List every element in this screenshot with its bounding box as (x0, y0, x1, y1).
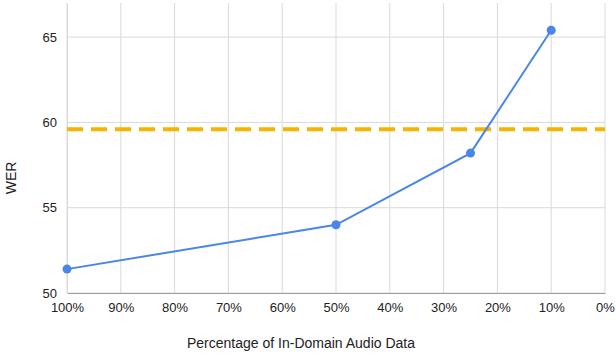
grid-line-x (336, 3, 337, 293)
grid-line-x (443, 3, 444, 293)
y-tick-label: 60 (43, 115, 57, 130)
x-tick-label: 30% (431, 300, 457, 315)
x-tick: 10% (539, 293, 565, 315)
x-axis: 100% 90% 80% 70% 60% 50% 40% 30% 20% 10% 0% (51, 293, 615, 315)
series-point (332, 220, 341, 229)
x-tick-label: 60% (270, 300, 296, 315)
grid-line-x (67, 3, 68, 293)
y-axis-line (67, 4, 68, 294)
grid-line-x (551, 3, 552, 293)
x-tick-label: 0% (596, 300, 615, 315)
grid-line-x (228, 3, 229, 293)
x-tick: 50% (323, 293, 349, 315)
y-axis-title: WER (3, 162, 19, 195)
x-tick: 0% (596, 293, 615, 315)
grid-line-y (67, 37, 605, 38)
y-tick: 55 (43, 200, 67, 215)
x-tick-label: 100% (51, 300, 85, 315)
x-axis-title: Percentage of In-Domain Audio Data (187, 335, 415, 351)
x-tick: 80% (162, 293, 188, 315)
grid-line-x (497, 3, 498, 293)
y-tick-label: 65 (43, 30, 57, 45)
y-tick: 50 (43, 286, 67, 301)
grid-line-x (282, 3, 283, 293)
x-tick-label: 80% (162, 300, 188, 315)
reference-line (67, 127, 605, 131)
chart: 100% 90% 80% 70% 60% 50% 40% 30% 20% 10% 0% 50 55 60 6… (0, 0, 616, 354)
y-tick: 65 (43, 30, 67, 45)
x-tick: 90% (108, 293, 134, 315)
x-tick-label: 40% (377, 300, 403, 315)
x-tick: 60% (270, 293, 296, 315)
y-tick-label: 55 (43, 200, 57, 215)
y-tick: 60 (43, 115, 67, 130)
x-tick: 70% (216, 293, 242, 315)
series-line (67, 30, 551, 269)
series-point (466, 149, 475, 158)
x-tick-label: 20% (485, 300, 511, 315)
grid-line-y (67, 207, 605, 208)
grid-line-y (67, 293, 605, 294)
y-axis: 50 55 60 65 (43, 4, 68, 301)
series-point (63, 265, 72, 274)
x-tick: 20% (485, 293, 511, 315)
x-tick: 30% (431, 293, 457, 315)
x-tick-label: 50% (323, 300, 349, 315)
grid-line-x (389, 3, 390, 293)
marks (63, 26, 606, 274)
x-tick: 40% (377, 293, 403, 315)
x-axis-line (68, 293, 606, 294)
x-tick-label: 10% (539, 300, 565, 315)
grid (67, 3, 605, 293)
x-tick-label: 70% (216, 300, 242, 315)
plot-area: 100% 90% 80% 70% 60% 50% 40% 30% 20% 10% 0% 50 55 60 6… (43, 3, 616, 315)
grid-line-y (67, 122, 605, 123)
grid-line-x (174, 3, 175, 293)
series-point (547, 26, 556, 35)
x-tick-label: 90% (108, 300, 134, 315)
grid-line-x (120, 3, 121, 293)
y-tick-label: 50 (43, 286, 57, 301)
grid-line-x (605, 3, 606, 293)
